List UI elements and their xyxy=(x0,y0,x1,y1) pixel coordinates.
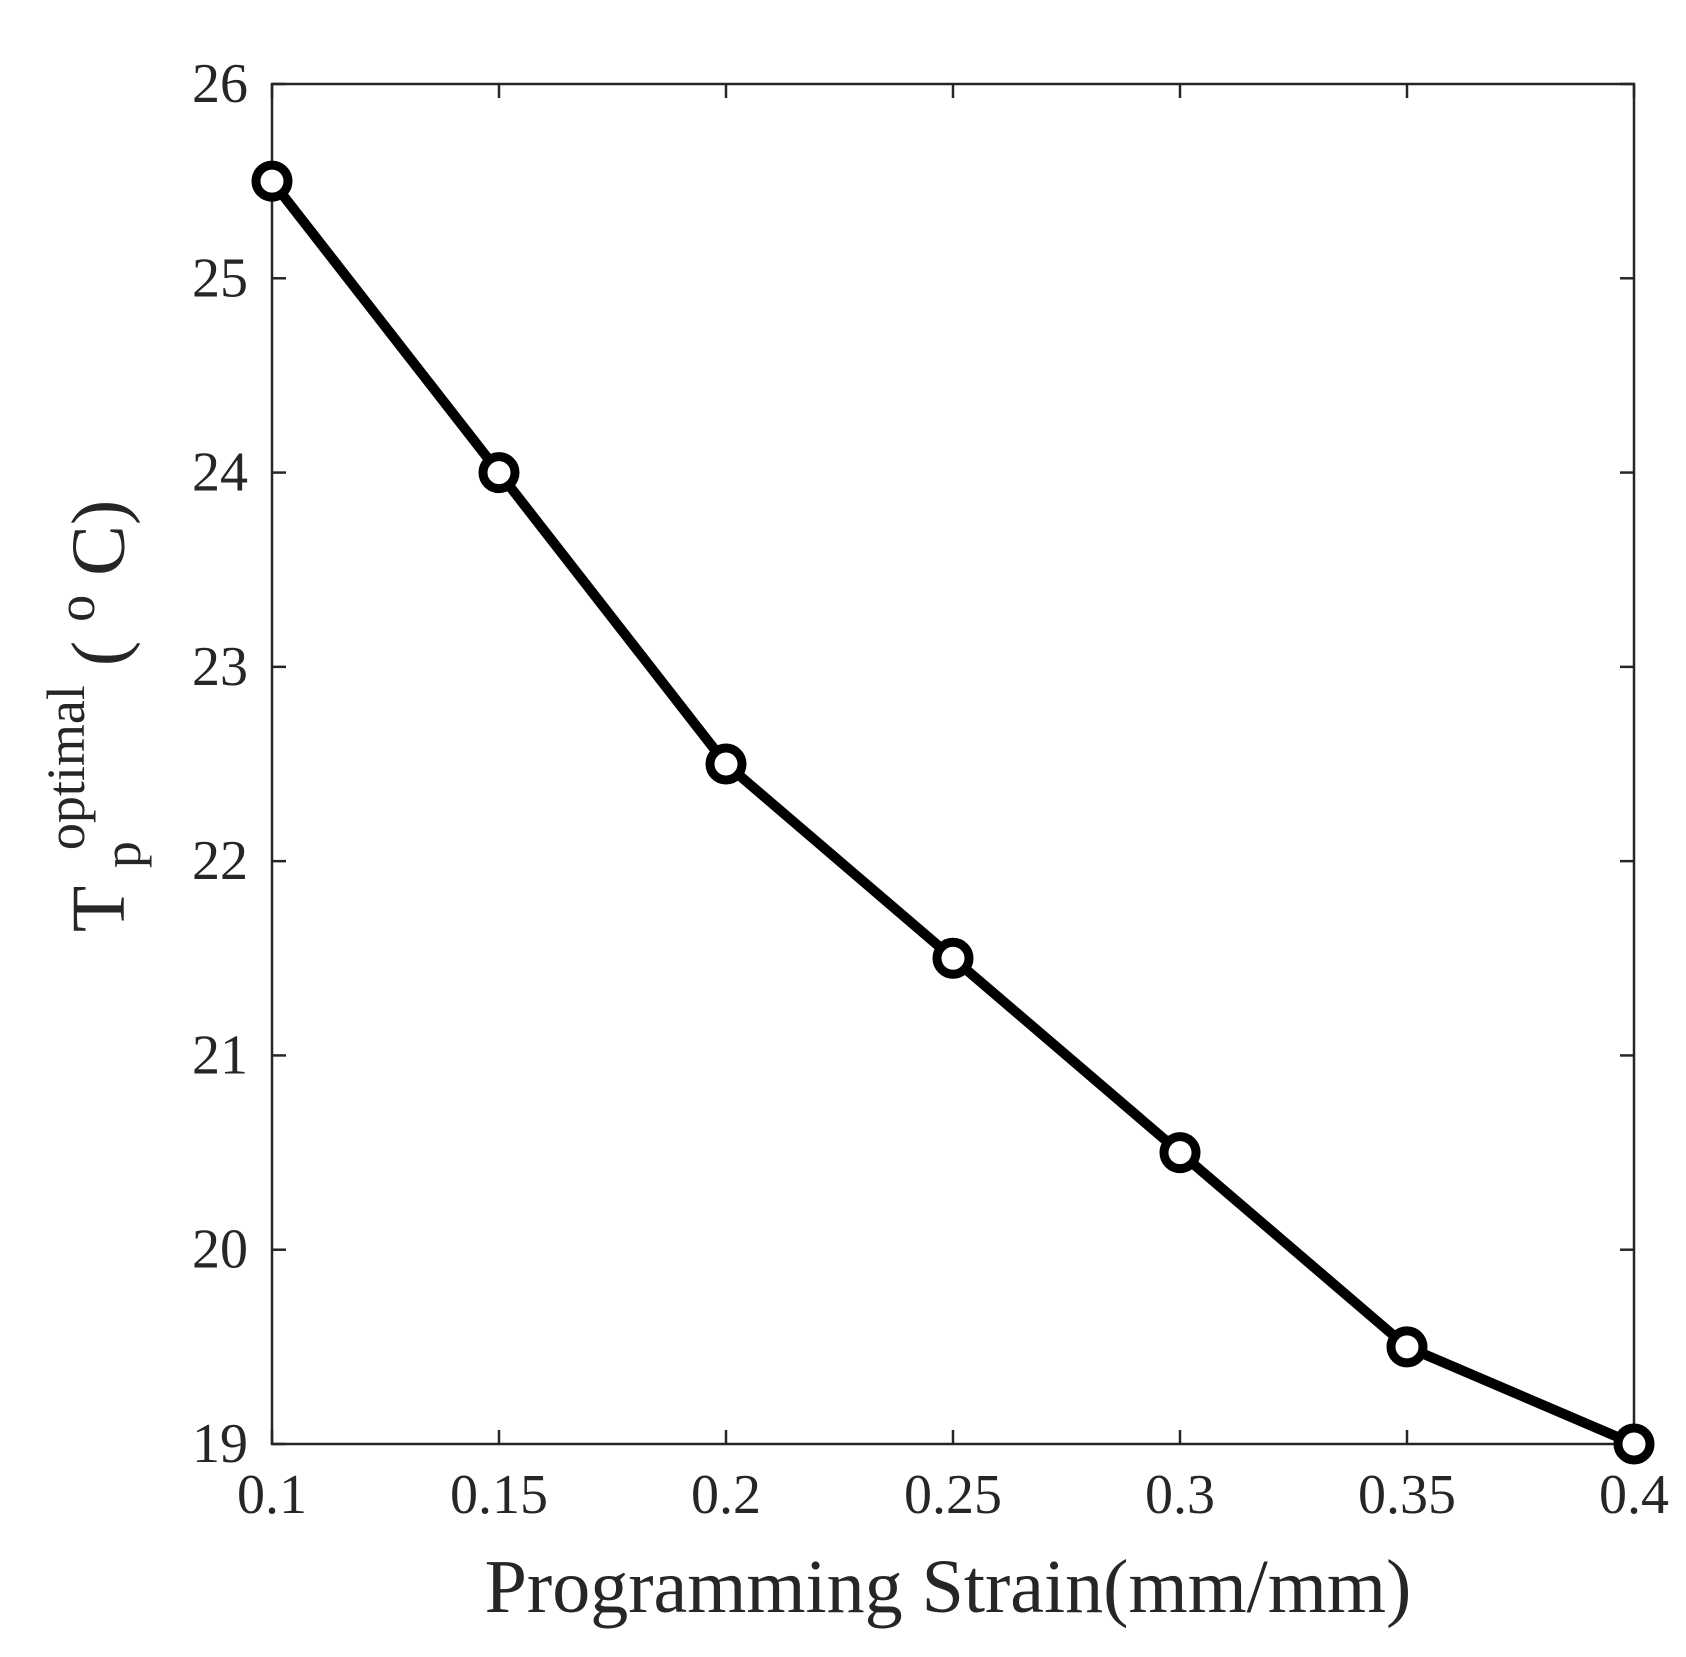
plot-frame xyxy=(270,82,1636,1446)
y-tick-label: 19 xyxy=(192,1413,248,1475)
y-tick-label: 21 xyxy=(192,1024,248,1086)
data-point xyxy=(478,452,520,494)
data-point xyxy=(1613,1423,1655,1465)
y-tick-labels: 19 20 21 22 23 24 25 26 xyxy=(192,53,248,1475)
x-tick-label: 0.2 xyxy=(691,1464,761,1526)
y-tick-label: 22 xyxy=(192,830,248,892)
x-tick-label: 0.25 xyxy=(904,1464,1002,1526)
x-tick-label: 0.1 xyxy=(237,1464,307,1526)
y-tick-label: 26 xyxy=(192,53,248,115)
data-point xyxy=(1159,1132,1201,1174)
series-line xyxy=(267,176,1639,1449)
data-point xyxy=(705,743,747,785)
y-tick-label: 25 xyxy=(192,247,248,309)
y-label-subscript: p xyxy=(92,841,152,868)
y-tick-label: 24 xyxy=(192,442,248,504)
data-point xyxy=(1386,1326,1428,1368)
x-tick-label: 0.3 xyxy=(1145,1464,1215,1526)
y-axis-label: T p optimal ( o C) xyxy=(17,500,157,932)
y-label-unit-super: o xyxy=(46,595,106,622)
x-tick-label: 0.4 xyxy=(1599,1464,1669,1526)
y-tick-label: 20 xyxy=(192,1219,248,1281)
y-label-unit-open: ( xyxy=(57,641,141,666)
axis-ticks xyxy=(270,82,1636,1446)
x-tick-labels: 0.1 0.15 0.2 0.25 0.3 0.35 0.4 xyxy=(237,1464,1669,1526)
x-tick-label: 0.15 xyxy=(450,1464,548,1526)
data-series xyxy=(251,160,1655,1465)
data-point xyxy=(251,160,293,202)
y-label-superscript: optimal xyxy=(36,685,96,850)
y-label-unit-rest: C) xyxy=(57,500,141,576)
x-tick-label: 0.35 xyxy=(1358,1464,1456,1526)
data-point xyxy=(932,937,974,979)
x-axis-label: Programming Strain(mm/mm) xyxy=(485,1545,1412,1629)
svg-text:T p optimal: T p optimal ( o C) xyxy=(17,500,157,932)
y-tick-label: 23 xyxy=(192,636,248,698)
y-label-main: T xyxy=(57,886,141,932)
